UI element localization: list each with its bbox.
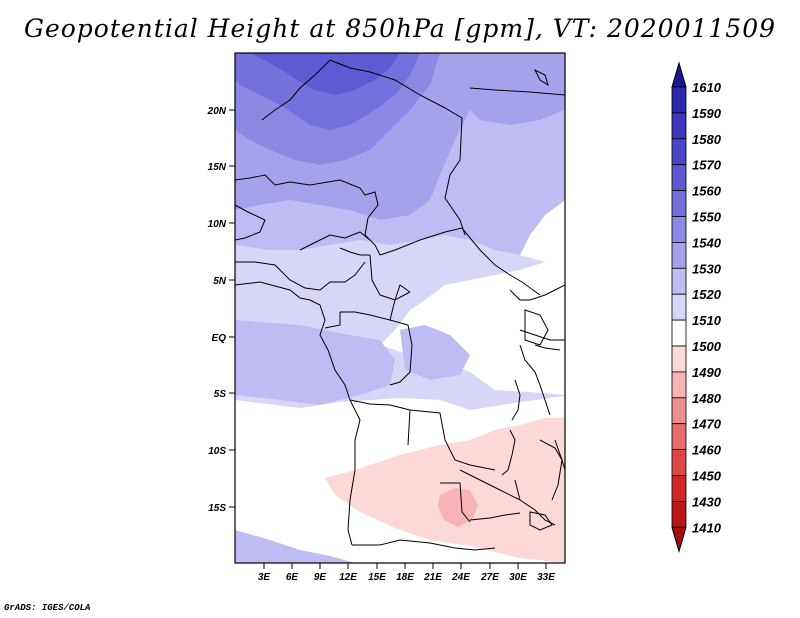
colorbar-swatch bbox=[671, 449, 687, 476]
lon-label: 24E bbox=[451, 572, 470, 583]
colorbar-swatch bbox=[671, 86, 687, 114]
lon-label: 27E bbox=[480, 572, 499, 583]
colorbar-swatch bbox=[671, 164, 687, 191]
colorbar-swatch bbox=[671, 138, 687, 166]
lat-label: 5S bbox=[214, 389, 227, 400]
colorbar-label: 1480 bbox=[692, 391, 722, 406]
lat-label: 15N bbox=[208, 162, 227, 173]
colorbar-arrow-bottom bbox=[671, 526, 687, 554]
colorbar-swatch bbox=[671, 293, 687, 321]
colorbar-label: 1430 bbox=[692, 494, 722, 509]
lon-label: 9E bbox=[314, 572, 327, 583]
contour-region-1500 bbox=[325, 418, 565, 563]
contour-fill bbox=[235, 53, 565, 563]
lat-label: 10N bbox=[208, 219, 227, 230]
longitude-labels: 3E 6E 9E 12E 15E 18E 21E 24E 27E 30E 33E bbox=[258, 572, 555, 583]
contour-region-1520 bbox=[400, 325, 470, 380]
lon-label: 3E bbox=[258, 572, 271, 583]
colorbar-swatch bbox=[671, 216, 687, 243]
colorbar-swatch bbox=[671, 475, 687, 502]
colorbar-label: 1500 bbox=[692, 339, 722, 354]
colorbar-label: 1410 bbox=[692, 520, 722, 535]
contour-region-1520 bbox=[235, 530, 355, 563]
latitude-labels: 20N 15N 10N 5N EQ 5S 10S 15S bbox=[207, 106, 227, 514]
map-frame bbox=[234, 52, 566, 564]
colorbar-arrow-top bbox=[671, 61, 687, 88]
colorbar-swatch bbox=[671, 319, 687, 347]
contour-region-1490 bbox=[438, 488, 478, 527]
lat-label: 15S bbox=[208, 503, 226, 514]
colorbar-swatch bbox=[671, 241, 687, 269]
country-borders bbox=[235, 59, 565, 551]
colorbar-label: 1530 bbox=[692, 261, 722, 276]
colorbar-label: 1490 bbox=[692, 365, 722, 380]
lat-label: EQ bbox=[212, 333, 227, 344]
contour-region-1510 bbox=[520, 200, 565, 262]
colorbar-swatch bbox=[671, 190, 687, 217]
contour-region-1540 bbox=[470, 53, 565, 125]
lon-label: 21E bbox=[423, 572, 442, 583]
colorbar-swatch bbox=[671, 371, 687, 399]
colorbar-label: 1470 bbox=[692, 417, 722, 432]
colorbar-label: 1520 bbox=[692, 287, 722, 302]
axis-ticks bbox=[229, 109, 547, 569]
contour-region-1510 bbox=[380, 255, 565, 395]
lon-label: 33E bbox=[537, 572, 555, 583]
colorbar-label: 1460 bbox=[692, 443, 722, 458]
lat-label: 5N bbox=[213, 276, 227, 287]
contour-region-1570 bbox=[250, 53, 400, 95]
colorbar-label: 1550 bbox=[692, 210, 722, 225]
colorbar-label: 1590 bbox=[692, 106, 722, 121]
colorbar-swatch bbox=[671, 500, 687, 528]
lon-label: 18E bbox=[396, 572, 414, 583]
colorbar-label: 1580 bbox=[692, 132, 722, 147]
colorbar-swatch bbox=[671, 345, 687, 373]
colorbar-swatch bbox=[671, 267, 687, 295]
lon-label: 6E bbox=[286, 572, 299, 583]
colorbar-label: 1510 bbox=[692, 313, 722, 328]
lon-label: 12E bbox=[339, 572, 357, 583]
lon-label: 15E bbox=[368, 572, 386, 583]
colorbar-label: 1570 bbox=[692, 158, 722, 173]
lon-label: 30E bbox=[509, 572, 527, 583]
colorbar-swatch bbox=[671, 112, 687, 140]
colorbar-label: 1560 bbox=[692, 184, 722, 199]
colorbar-label: 1450 bbox=[692, 469, 722, 484]
colorbar-label: 1540 bbox=[692, 235, 722, 250]
colorbar: 1610 1590 1580 1570 1560 1550 1540 1530 1520 1510… bbox=[671, 61, 722, 554]
lat-label: 20N bbox=[207, 106, 227, 117]
lat-label: 10S bbox=[208, 446, 226, 457]
colorbar-swatch bbox=[671, 397, 687, 425]
contour-region-1520 bbox=[235, 320, 395, 405]
map-title: Geopotential Height at 850hPa [gpm], VT:… bbox=[23, 14, 777, 43]
colorbar-swatch bbox=[671, 423, 687, 451]
colorbar-label: 1610 bbox=[692, 80, 722, 95]
credit-text: GrADS: IGES/COLA bbox=[4, 603, 91, 613]
